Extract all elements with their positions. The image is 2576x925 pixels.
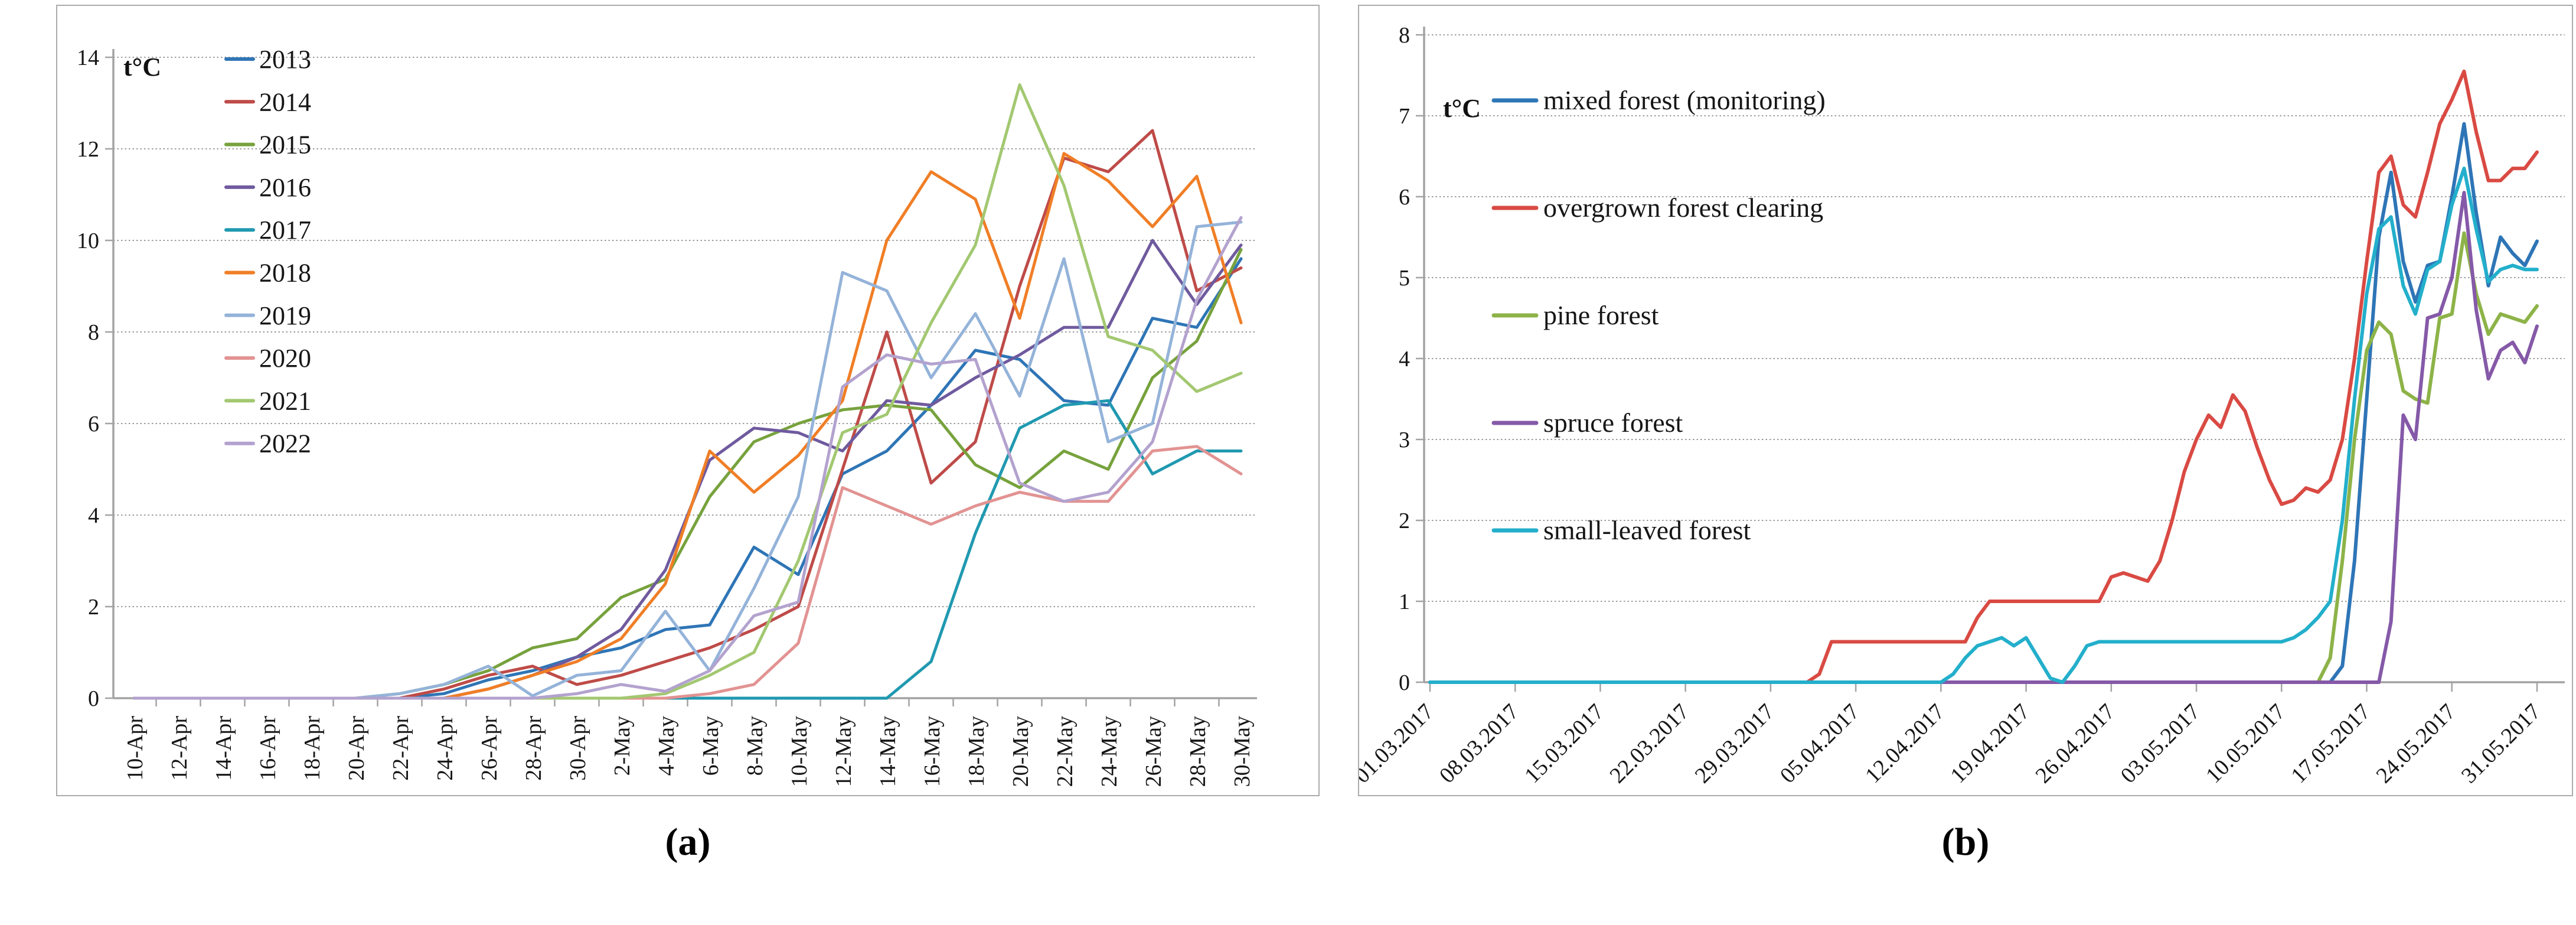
x-tick-label: 19.04.2017: [1945, 699, 2035, 789]
x-tick-label: 28-May: [1186, 716, 1210, 787]
y-axis-unit-label-a: t°C: [123, 53, 162, 82]
x-tick-label: 05.04.2017: [1775, 699, 1865, 789]
x-tick-label: 2-May: [610, 716, 635, 776]
x-tick-label: 28-Apr: [521, 716, 546, 781]
series-2020: [132, 445, 1243, 700]
y-tick-label: 8: [88, 320, 99, 345]
x-tick-label: 18-May: [964, 716, 989, 787]
x-tick-label: 26.04.2017: [2031, 699, 2120, 789]
legend-label: small-leaved forest: [1543, 515, 1751, 545]
y-tick-labels-b: 0 1 2 3 4 5 6 7 8: [1399, 23, 1410, 695]
y-tick-label: 6: [88, 412, 99, 437]
x-tick-label: 20-Apr: [344, 716, 369, 781]
x-tick-labels-a: 10-Apr 12-Apr 14-Apr 16-Apr 18-Apr 20-Apr 22-A…: [123, 716, 1255, 787]
chart-panel-b: 0 1 2 3 4 5 6 7 8 01.03.2017 08.03.2017 15.03.2017 2…: [1358, 5, 2573, 796]
x-tick-label: 10-May: [787, 716, 812, 787]
legend-label: 2018: [259, 259, 311, 288]
y-tick-label: 2: [1399, 509, 1410, 533]
series-2022: [132, 216, 1243, 700]
x-tick-label: 31.05.2017: [2457, 699, 2546, 789]
legend-a: 2013 2014 2015 2016 2017 2018 2019 2020 2021 2022: [224, 45, 311, 458]
legend-b: mixed forest (monitoring) overgrown fores…: [1491, 85, 1826, 545]
x-tick-label: 16-May: [920, 716, 945, 787]
x-tick-label: 24-May: [1097, 716, 1122, 787]
x-tick-label: 30-May: [1230, 716, 1255, 787]
x-tick-label: 4-May: [654, 716, 679, 776]
x-tick-label: 17.05.2017: [2286, 699, 2375, 789]
y-tick-label: 0: [1399, 670, 1410, 695]
legend-label: 2021: [259, 386, 311, 415]
legend-label: 2019: [259, 301, 311, 330]
legend-label: 2017: [259, 216, 311, 245]
x-tick-labels-b: 01.03.201708.03.201715.03.201722.03.2017…: [1359, 699, 2545, 789]
y-axis-unit-label-b: t°C: [1443, 94, 1481, 123]
legend-label: 2014: [259, 87, 311, 116]
temperature-chart-by-forest-type: 01234567801.03.201708.03.201715.03.20172…: [1359, 23, 2565, 789]
y-tick-label: 4: [1399, 347, 1410, 372]
x-tick-label: 22.03.2017: [1605, 699, 1694, 789]
y-tick-label: 14: [77, 45, 99, 70]
x-tick-label: 01.03.2017: [1359, 699, 1438, 789]
y-tick-labels-a: 0 2 4 6 8 10 12 14: [77, 45, 99, 711]
x-tick-label: 12.04.2017: [1860, 699, 1950, 789]
x-tick-label: 10.05.2017: [2201, 699, 2290, 789]
x-tick-label: 6-May: [698, 716, 723, 776]
y-tick-label: 8: [1399, 23, 1410, 48]
legend-label: 2015: [259, 131, 311, 159]
x-tick-label: 24.05.2017: [2372, 699, 2461, 789]
legend-label: 2022: [259, 429, 311, 458]
gridlines-a: [113, 57, 1257, 607]
series-group-a: [132, 83, 1243, 700]
y-tick-label: 4: [88, 503, 99, 528]
series-group-b: [1428, 69, 2539, 684]
y-tick-label: 2: [88, 595, 99, 620]
x-tick-label: 12-Apr: [167, 716, 192, 781]
legend-label: mixed forest (monitoring): [1543, 85, 1826, 115]
x-tick-label: 10-Apr: [123, 716, 148, 781]
y-tick-label: 6: [1399, 185, 1410, 210]
chart-panel-a: 0 2 4 6 8 10 12 14 10-Apr 12-Apr 14-Apr 16-Apr 18-Ap…: [56, 5, 1320, 796]
y-tick-label: 3: [1399, 428, 1410, 452]
x-tick-label: 26-Apr: [477, 716, 502, 781]
legend-label: 2013: [259, 45, 311, 74]
series-overgrown-forest-clearing: [1428, 69, 2539, 684]
legend-label: spruce forest: [1543, 408, 1683, 438]
x-tick-label: 15.03.2017: [1520, 699, 1609, 789]
y-tick-label: 5: [1399, 266, 1410, 291]
y-tick-label: 12: [77, 137, 99, 162]
x-tick-label: 29.03.2017: [1690, 699, 1780, 789]
y-tick-label: 10: [77, 229, 99, 253]
y-tick-label: 1: [1399, 589, 1410, 614]
temperature-chart-by-year: 0 2 4 6 8 10 12 14 10-Apr 12-Apr 14-Apr 16-Apr 18-Ap…: [77, 45, 1257, 787]
x-tick-label: 20-May: [1008, 716, 1033, 787]
y-tick-label: 7: [1399, 104, 1410, 129]
caption-b: (b): [1941, 820, 1990, 864]
y-tick-label: 0: [88, 686, 99, 711]
legend-label: 2020: [259, 344, 311, 373]
legend-label: pine forest: [1543, 300, 1659, 330]
x-tick-label: 16-Apr: [256, 716, 280, 781]
x-tick-label: 22-Apr: [388, 716, 413, 781]
x-tick-label: 14-Apr: [211, 716, 236, 781]
x-tick-label: 8-May: [743, 716, 768, 776]
x-tick-label: 22-May: [1053, 716, 1078, 787]
x-tick-label: 24-Apr: [433, 716, 458, 781]
x-tick-label: 30-Apr: [566, 716, 590, 781]
legend-label: 2016: [259, 173, 311, 202]
series-small-leaved-forest: [1428, 167, 2539, 684]
x-tick-label: 03.05.2017: [2116, 699, 2205, 789]
x-tick-label: 18-Apr: [300, 716, 325, 781]
legend-label: overgrown forest clearing: [1543, 193, 1823, 223]
x-tick-label: 12-May: [831, 716, 856, 787]
x-tick-label: 26-May: [1141, 716, 1166, 787]
caption-a: (a): [665, 820, 711, 864]
x-tick-label: 14-May: [876, 716, 900, 787]
x-tick-label: 08.03.2017: [1435, 699, 1524, 789]
